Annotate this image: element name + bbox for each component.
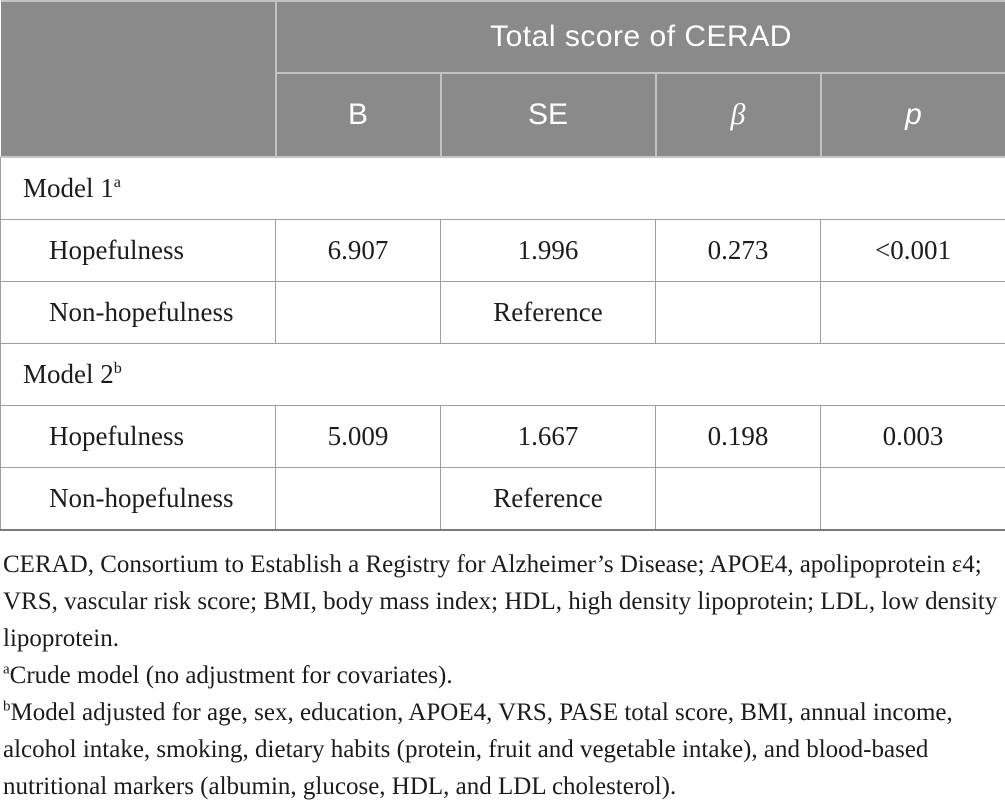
model-1-label: Model 1a [1, 157, 1005, 220]
cell-p: 0.003 [821, 406, 1005, 468]
cell-b [276, 282, 441, 344]
row-label: Hopefulness [1, 220, 276, 282]
header-col-se: SE [441, 73, 656, 157]
table-header: Total score of CERAD B SE β p [1, 1, 1005, 157]
cell-b: 6.907 [276, 220, 441, 282]
footnote-b-marker: b [3, 699, 11, 715]
row-label: Non-hopefulness [1, 468, 276, 531]
cell-b: 5.009 [276, 406, 441, 468]
footnote-b: bModel adjusted for age, sex, education,… [3, 694, 1002, 805]
header-empty-cell [1, 1, 276, 157]
footnote-a: aCrude model (no adjustment for covariat… [3, 657, 1002, 694]
cell-beta [656, 282, 821, 344]
footnote-a-marker: a [3, 662, 10, 678]
header-col-beta: β [656, 73, 821, 157]
model-1-footnote-marker: a [114, 173, 121, 191]
row-label: Hopefulness [1, 406, 276, 468]
cell-se: 1.667 [441, 406, 656, 468]
results-table: Total score of CERAD B SE β p Model 1a H… [0, 0, 1005, 531]
table-body: Model 1a Hopefulness 6.907 1.996 0.273 <… [1, 157, 1005, 530]
header-col-b: B [276, 73, 441, 157]
table-row: Non-hopefulness Reference [1, 282, 1005, 344]
model-2-footnote-marker: b [114, 359, 122, 377]
cell-beta: 0.198 [656, 406, 821, 468]
cell-beta [656, 468, 821, 531]
section-header-model-2: Model 2b [1, 344, 1005, 406]
table-row: Hopefulness 6.907 1.996 0.273 <0.001 [1, 220, 1005, 282]
cell-b [276, 468, 441, 531]
cell-beta: 0.273 [656, 220, 821, 282]
header-col-p: p [821, 73, 1005, 157]
table-row: Hopefulness 5.009 1.667 0.198 0.003 [1, 406, 1005, 468]
header-span-title: Total score of CERAD [276, 1, 1005, 73]
footnote-abbreviations: CERAD, Consortium to Establish a Registr… [3, 546, 1002, 657]
cell-se: 1.996 [441, 220, 656, 282]
cell-p [821, 468, 1005, 531]
row-label: Non-hopefulness [1, 282, 276, 344]
cell-se: Reference [441, 468, 656, 531]
cell-p [821, 282, 1005, 344]
table-row: Non-hopefulness Reference [1, 468, 1005, 531]
model-2-label: Model 2b [1, 344, 1005, 406]
cell-se: Reference [441, 282, 656, 344]
cell-p: <0.001 [821, 220, 1005, 282]
table-footnotes: CERAD, Consortium to Establish a Registr… [0, 531, 1005, 805]
section-header-model-1: Model 1a [1, 157, 1005, 220]
